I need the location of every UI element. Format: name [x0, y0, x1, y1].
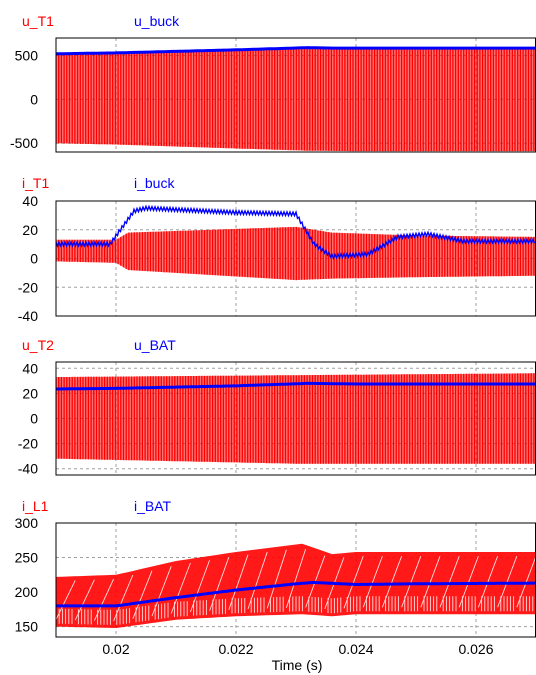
plot-3: -40 -20 0 20 40	[18, 360, 536, 477]
y-tick-label: 300	[15, 515, 39, 531]
legend-i_L1: i_L1	[22, 498, 49, 514]
x-tick-label: 0.026	[458, 641, 493, 657]
x-tick-label: 0.02	[102, 641, 129, 657]
series-i_L1-band	[56, 543, 536, 628]
legend-i_BAT: i_BAT	[134, 498, 172, 514]
series-i_T1-band	[56, 226, 536, 281]
y-tick-label: 500	[15, 48, 39, 64]
panel-1: u_T1 u_buck	[22, 13, 180, 29]
legend-u_T1: u_T1	[22, 13, 54, 29]
series-u_T2-band	[56, 373, 536, 464]
y-tick-label: 20	[22, 385, 38, 401]
y-tick-label: -20	[18, 279, 38, 295]
y-tick-label: -40	[18, 461, 38, 477]
series-i_buck	[56, 204, 536, 260]
y-tick-label: -20	[18, 436, 38, 452]
x-tick-label: 0.024	[338, 641, 373, 657]
series-u_buck	[56, 46, 536, 56]
y-tick-label: 0	[30, 91, 38, 107]
legend-i_buck: i_buck	[134, 175, 175, 191]
series-u_BAT	[56, 381, 536, 391]
y-tick-label: 40	[22, 360, 38, 376]
panel-2: i_T1 i_buck	[22, 175, 175, 191]
y-tick-label: 150	[15, 619, 39, 635]
y-tick-label: -500	[10, 135, 38, 151]
panel-4: i_L1 i_BAT	[22, 498, 172, 514]
panel-3: u_T2 u_BAT	[22, 337, 176, 353]
legend-u_BAT: u_BAT	[134, 337, 176, 353]
legend-u_T2: u_T2	[22, 337, 54, 353]
y-tick-label: 200	[15, 584, 39, 600]
y-tick-label: 250	[15, 550, 39, 566]
series-i_L1	[56, 548, 536, 625]
plot-1: -500 0 500	[10, 37, 536, 153]
x-axis-label: Time (s)	[272, 657, 323, 673]
y-tick-label: -40	[18, 308, 38, 324]
plot-2: -40 -20 0 20 40	[18, 193, 536, 324]
plot-area	[56, 373, 536, 464]
plot-area	[56, 204, 536, 281]
plot-area	[56, 543, 536, 628]
y-tick-label: 20	[22, 222, 38, 238]
y-tick-label: 0	[30, 251, 38, 267]
x-tick-label: 0.022	[218, 641, 253, 657]
legend-u_buck: u_buck	[134, 13, 180, 29]
series-i_BAT	[56, 580, 536, 608]
y-tick-label: 40	[22, 193, 38, 209]
plot-area	[56, 46, 536, 152]
series-u_T1-band	[56, 47, 536, 152]
y-tick-label: 0	[30, 411, 38, 427]
legend-i_T1: i_T1	[22, 175, 49, 191]
plot-4: 150 200 250 300	[15, 515, 536, 638]
